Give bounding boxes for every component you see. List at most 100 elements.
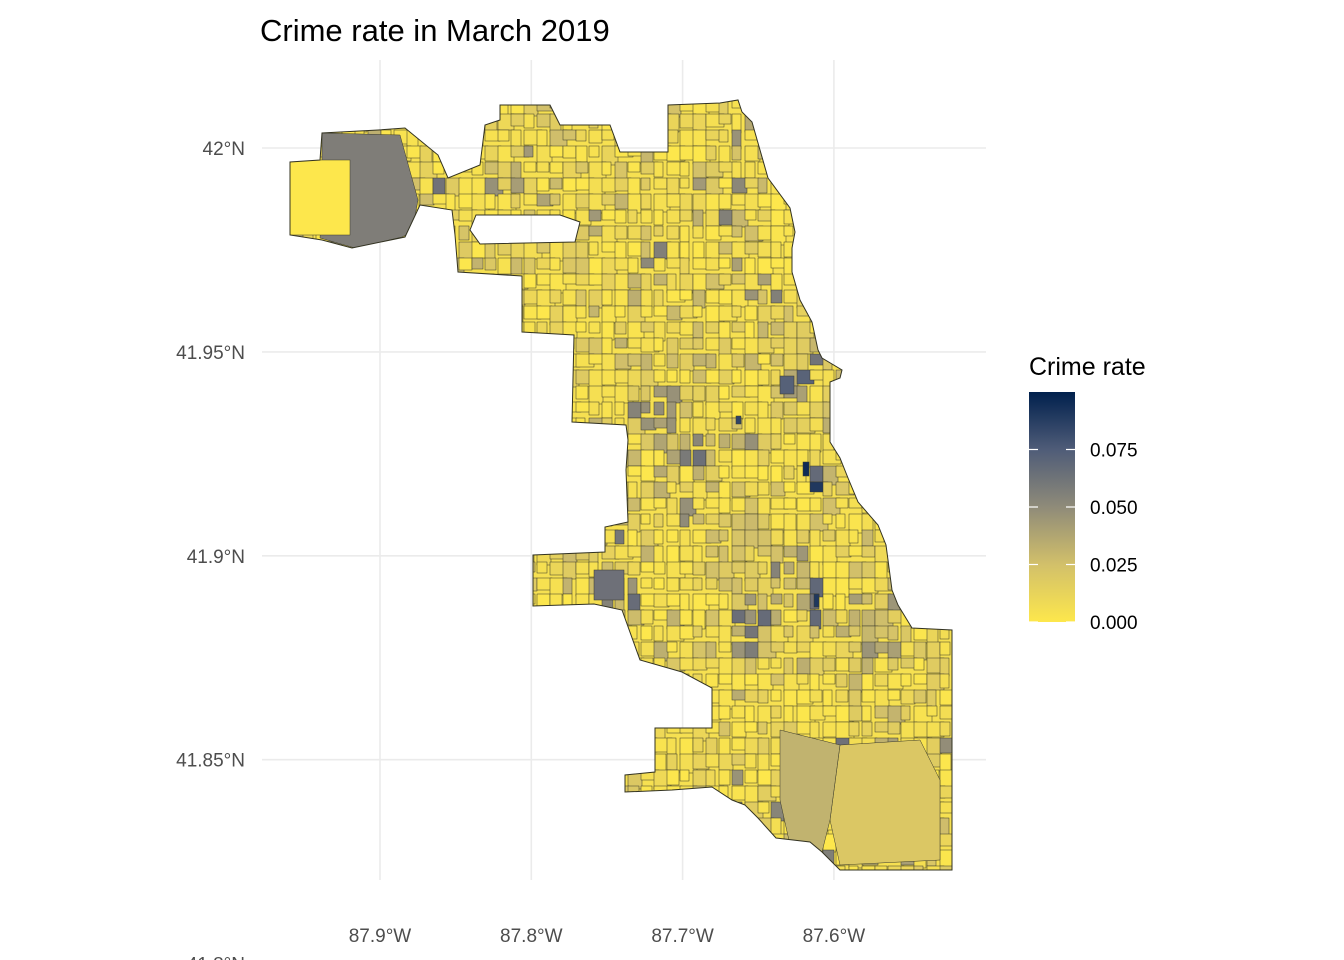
tract — [679, 513, 690, 528]
tract — [770, 481, 786, 497]
tract — [627, 561, 641, 576]
tract — [640, 289, 653, 308]
tract — [692, 129, 707, 147]
tract — [653, 225, 664, 237]
tract — [783, 433, 796, 445]
tract — [913, 673, 928, 685]
tract — [874, 673, 889, 687]
tract — [536, 161, 550, 173]
tract — [653, 177, 668, 190]
tract — [536, 129, 548, 147]
tract — [796, 433, 812, 451]
tract — [770, 289, 783, 304]
tract — [848, 865, 859, 870]
tract — [705, 769, 716, 788]
tract — [757, 465, 769, 481]
axis-labels: 87.9°W 87.8°W 87.7°W 87.6°W 42°N 41.95°N 41.9°… — [176, 139, 865, 960]
tract — [861, 657, 874, 675]
tract — [640, 513, 651, 525]
tract — [705, 545, 719, 558]
tract — [861, 865, 876, 870]
tract — [848, 689, 862, 709]
tract — [666, 737, 677, 755]
tract — [640, 577, 653, 589]
tract — [692, 577, 703, 591]
tract — [835, 865, 846, 870]
legend: Crime rate 0.075 0.050 0.025 0.000 — [1029, 353, 1146, 634]
tract — [679, 353, 695, 372]
tract — [900, 641, 916, 657]
tract — [835, 513, 846, 529]
tract — [757, 545, 773, 557]
tract — [718, 193, 732, 210]
tract — [666, 417, 677, 434]
tract — [835, 689, 849, 703]
tract — [900, 865, 915, 870]
tract — [640, 593, 656, 607]
tract — [757, 657, 770, 670]
tract — [627, 161, 641, 173]
tract — [913, 865, 924, 870]
tract — [913, 641, 927, 661]
tract — [614, 401, 625, 416]
tract — [575, 241, 589, 261]
tract — [939, 705, 952, 720]
tract — [861, 673, 874, 691]
tract — [887, 721, 901, 735]
tract — [653, 257, 666, 272]
tract — [575, 401, 591, 413]
tract — [692, 289, 706, 309]
tract — [588, 289, 604, 309]
tract — [653, 625, 664, 642]
tract — [614, 529, 625, 545]
tract — [640, 177, 651, 191]
tract — [549, 257, 561, 271]
tract — [484, 241, 496, 260]
tract — [744, 209, 757, 221]
tract — [692, 625, 703, 638]
tract — [796, 401, 811, 416]
tract — [731, 705, 746, 719]
tract — [770, 593, 783, 605]
tract — [848, 625, 861, 637]
tract — [705, 353, 717, 369]
tract — [874, 721, 890, 733]
tract — [614, 209, 627, 224]
tract — [744, 577, 759, 592]
tract — [588, 145, 600, 158]
tract-hotspot — [735, 415, 742, 425]
y-tick-label: 41.8°N — [187, 955, 245, 960]
tract — [588, 241, 599, 256]
tract — [575, 305, 587, 319]
tract — [796, 497, 812, 512]
tract — [731, 577, 743, 595]
tract — [653, 337, 664, 352]
tract — [653, 529, 664, 545]
tract — [809, 625, 820, 639]
tract — [679, 177, 690, 189]
y-tick-label: 42°N — [203, 139, 245, 160]
legend-label: 0.050 — [1090, 498, 1138, 519]
tract — [822, 689, 833, 707]
tract — [939, 865, 952, 870]
tract — [575, 145, 588, 163]
tract — [770, 577, 781, 589]
tract — [458, 225, 470, 241]
tract — [705, 321, 720, 334]
tract — [783, 337, 798, 357]
tract — [653, 273, 669, 286]
tract — [679, 193, 693, 213]
tract — [744, 593, 757, 606]
tract — [601, 161, 612, 176]
tract — [666, 353, 679, 369]
tract — [510, 177, 525, 194]
tract — [666, 337, 679, 356]
tract — [614, 321, 627, 335]
tract — [510, 193, 521, 209]
tract — [835, 657, 850, 672]
y-tick-label: 41.95°N — [176, 343, 245, 364]
tract — [640, 625, 653, 641]
tract — [627, 497, 641, 512]
tract — [822, 625, 835, 638]
tract — [757, 289, 768, 305]
